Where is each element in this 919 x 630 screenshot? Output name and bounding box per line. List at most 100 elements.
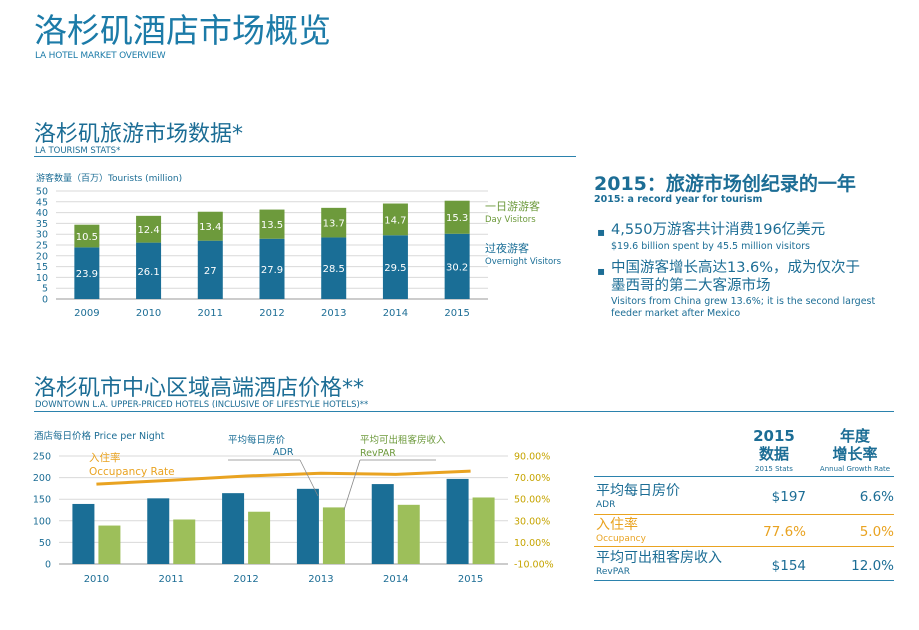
y-tick-label: 50 [39,538,51,549]
bullet-1-cn: 4,550万游客共计消费196亿美元 [611,222,826,238]
page-subtitle: LA HOTEL MARKET OVERVIEW [35,51,166,61]
bar-day [74,224,100,248]
tourism-section-subtitle: LA TOURISM STATS* [35,146,121,156]
bar-revpar [248,511,271,564]
data-label: 28.5 [323,264,345,275]
row-value: $197 [771,489,806,505]
table-rule [594,580,894,581]
y2-tick-label: 70.00% [514,473,550,484]
x-tick-label: 2011 [159,574,184,585]
legend-day-cn: 一日游游客 [485,199,540,213]
bar-revpar [472,497,495,564]
bar-day [136,215,162,243]
section-rule [34,156,576,157]
row-label-en: RevPAR [596,567,630,577]
highlight-subtitle: 2015: a record year for tourism [594,194,763,205]
table-col1-header-en: 2015 Stats [755,465,793,473]
page-title: 洛杉矶酒店市场概览 [34,11,331,50]
x-tick-label: 2013 [321,308,346,319]
y-tick-label: 35 [36,219,48,230]
data-label: 15.3 [446,213,468,224]
y-tick-label: 5 [42,284,48,295]
bar-day [444,200,470,234]
bar-day [197,211,223,241]
data-label: 13.4 [199,222,221,233]
y-tick-label: 25 [36,241,48,252]
table-col1-header-line2: 数据 [758,445,789,463]
bar-revpar [397,504,420,564]
bar-overnight [321,237,347,299]
y-tick-label: 10 [36,273,48,284]
bar-overnight [197,240,223,299]
table-col2-header-line2: 增长率 [832,445,878,463]
row-growth: 6.6% [859,489,894,505]
bar-adr [147,498,170,564]
tourism-chart: 游客数量（百万）Tourists (million) 05101520253035… [36,172,562,319]
data-label: 27.9 [261,265,283,276]
y-tick-label: 0 [45,560,51,571]
y-tick-label: 15 [36,262,48,273]
legend-occupancy-cn: 入住率 [89,451,121,464]
legend-overnight-en: Overnight Visitors [485,257,562,267]
bar-day [382,203,408,236]
y2-tick-label: 50.00% [514,495,550,506]
bullet-2-en-line2: feeder market after Mexico [611,308,741,319]
bullet-2-cn-line2: 墨西哥的第二大客源市场 [611,278,771,294]
hotels-section-title: 洛杉矶市中心区域高端酒店价格** [34,376,365,401]
annotation-line [343,459,361,511]
bar-overnight [74,247,100,299]
x-tick-label: 2012 [233,574,258,585]
bar-adr [371,484,394,564]
data-label: 13.5 [261,220,283,231]
y-axis-label: 酒店每日价格 Price per Night [34,430,165,442]
x-tick-label: 2014 [383,574,408,585]
legend-day-en: Day Visitors [485,215,536,225]
table-rule [594,546,894,547]
data-label: 14.7 [384,215,406,226]
bar-overnight [259,238,285,299]
bullet-1-en: $19.6 billion spent by 45.5 million visi… [611,241,810,252]
table-col1-header-line1: 2015 [753,427,795,445]
y-tick-label: 0 [42,295,48,306]
y-tick-label: 150 [33,495,51,506]
table-col2-header-line1: 年度 [839,427,870,445]
row-growth: 5.0% [859,524,894,540]
legend-adr-cn: 平均每日房价 [228,434,286,446]
bar-revpar [173,519,196,564]
data-label: 26.1 [137,267,159,278]
data-label: 23.9 [76,269,98,280]
hotel-price-chart: 酒店每日价格 Price per Night 0 50 100 150 200 250 -10… [33,430,554,585]
table-rule [594,514,894,515]
section-rule [34,411,894,412]
y-tick-label: 100 [33,516,51,527]
row-label-cn: 入住率 [596,517,638,533]
x-tick-label: 2010 [136,308,161,319]
table-rule [594,476,894,477]
bullet-2-cn-line1: 中国游客增长高达13.6%，成为仅次于 [611,260,861,276]
y2-tick-label: 30.00% [514,516,550,527]
bullet-icon: ▪ [597,225,606,239]
legend-revpar-en: RevPAR [360,448,396,459]
bullet-2-en-line1: Visitors from China grew 13.6%; it is th… [611,296,876,307]
bar-day [321,207,347,238]
data-label: 27 [204,266,217,277]
row-label-en: Occupancy [596,534,646,544]
row-value: 77.6% [763,524,806,540]
legend-adr-en: ADR [273,447,294,458]
bar-overnight [444,233,470,299]
x-tick-label: 2015 [458,574,483,585]
x-tick-label: 2012 [259,308,284,319]
bar-adr [72,503,95,564]
hotels-section-subtitle: DOWNTOWN L.A. UPPER-PRICED HOTELS (INCLU… [35,400,369,410]
occupancy-line [96,469,471,486]
legend-overnight-cn: 过夜游客 [485,241,529,255]
row-label-en: ADR [596,500,616,510]
x-tick-label: 2010 [84,574,109,585]
bar-overnight [382,235,408,299]
bar-adr [296,488,319,564]
bar-adr [446,478,469,564]
y2-tick-label: 10.00% [514,538,550,549]
bar-adr [222,493,245,564]
y2-tick-label: -10.00% [514,560,554,571]
bullet-icon: ▪ [597,264,606,278]
